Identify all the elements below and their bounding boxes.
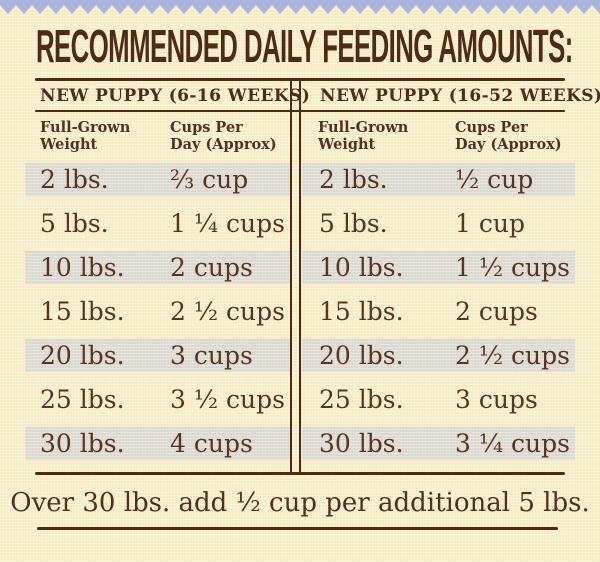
row-cell-group-left: 25 lbs. 3 ½ cups — [25, 383, 291, 416]
column-header-cups-right: Cups Per Day (Approx) — [455, 119, 562, 153]
weight-cell: 5 lbs. — [40, 209, 109, 238]
cups-cell: 2 cups — [455, 297, 538, 326]
row-cell-group-right: 10 lbs. 1 ½ cups — [302, 251, 575, 284]
cups-cell: 2 ½ cups — [455, 341, 570, 370]
table-row: 10 lbs. 2 cups 10 lbs. 1 ½ cups — [25, 251, 575, 284]
row-cell-group-right: 30 lbs. 3 ¼ cups — [302, 427, 575, 460]
weight-cell: 25 lbs. — [40, 385, 125, 414]
table-row: 5 lbs. 1 ¼ cups 5 lbs. 1 cup — [25, 207, 575, 240]
weight-cell: 20 lbs. — [319, 341, 404, 370]
row-cell-group-right: 2 lbs. ½ cup — [302, 163, 575, 196]
row-cell-group-left: 10 lbs. 2 cups — [25, 251, 291, 284]
column-header-line: Full-Grown — [318, 119, 409, 136]
weight-cell: 10 lbs. — [40, 253, 125, 282]
column-header-line: Day (Approx) — [455, 136, 562, 153]
row-cell-group-right: 15 lbs. 2 cups — [302, 295, 575, 328]
center-double-divider — [290, 78, 301, 475]
weight-cell: 25 lbs. — [319, 385, 404, 414]
weight-cell: 15 lbs. — [319, 297, 404, 326]
cups-cell: 2 cups — [170, 253, 253, 282]
feeding-table-rows: 2 lbs. ⅔ cup 2 lbs. ½ cup 5 lbs. 1 ¼ cup… — [25, 163, 575, 460]
weight-cell: 2 lbs. — [319, 165, 388, 194]
cups-cell: 3 cups — [455, 385, 538, 414]
column-header-weight-left: Full-Grown Weight — [40, 119, 130, 153]
column-header-cups-left: Cups Per Day (Approx) — [170, 119, 277, 153]
row-cell-group-right: 20 lbs. 2 ½ cups — [302, 339, 575, 372]
cups-cell: 2 ½ cups — [170, 297, 285, 326]
weight-cell: 2 lbs. — [40, 165, 109, 194]
table-row: 20 lbs. 3 cups 20 lbs. 2 ½ cups — [25, 339, 575, 372]
table-row: 2 lbs. ⅔ cup 2 lbs. ½ cup — [25, 163, 575, 196]
footer-rule — [37, 527, 558, 530]
column-header-weight-right: Full-Grown Weight — [318, 119, 408, 153]
row-cell-group-left: 30 lbs. 4 cups — [25, 427, 291, 460]
cups-cell: ½ cup — [455, 165, 534, 194]
zigzag-border — [0, 0, 600, 14]
weight-cell: 15 lbs. — [40, 297, 125, 326]
column-header-line: Cups Per — [455, 119, 528, 136]
weight-cell: 5 lbs. — [319, 209, 388, 238]
weight-cell: 10 lbs. — [319, 253, 404, 282]
column-header-line: Day (Approx) — [170, 136, 277, 153]
row-cell-group-right: 25 lbs. 3 cups — [302, 383, 575, 416]
row-cell-group-left: 15 lbs. 2 ½ cups — [25, 295, 291, 328]
column-header-line: Weight — [318, 136, 376, 153]
footer-note: Over 30 lbs. add ½ cup per additional 5 … — [10, 488, 590, 518]
cups-cell: ⅔ cup — [170, 165, 249, 194]
cups-cell: 3 ½ cups — [170, 385, 285, 414]
row-cell-group-left: 2 lbs. ⅔ cup — [25, 163, 291, 196]
column-header-line: Full-Grown — [40, 119, 131, 136]
table-bottom-rule — [35, 472, 565, 475]
column-header-line: Weight — [40, 136, 98, 153]
weight-cell: 30 lbs. — [319, 429, 404, 458]
cups-cell: 1 ½ cups — [455, 253, 570, 282]
weight-cell: 20 lbs. — [40, 341, 125, 370]
table-header-young-puppy: NEW PUPPY (6-16 WEEKS) — [40, 86, 311, 106]
cups-cell: 1 ¼ cups — [170, 209, 285, 238]
weight-cell: 30 lbs. — [40, 429, 125, 458]
row-cell-group-right: 5 lbs. 1 cup — [302, 207, 575, 240]
row-cell-group-left: 5 lbs. 1 ¼ cups — [25, 207, 291, 240]
page-title: RECOMMENDED DAILY FEEDING AMOUNTS: — [36, 20, 573, 72]
cups-cell: 4 cups — [170, 429, 253, 458]
cups-cell: 1 cup — [455, 209, 525, 238]
table-header-older-puppy: NEW PUPPY (16-52 WEEKS) — [320, 86, 600, 106]
row-cell-group-left: 20 lbs. 3 cups — [25, 339, 291, 372]
cups-cell: 3 ¼ cups — [455, 429, 570, 458]
column-header-line: Cups Per — [170, 119, 243, 136]
table-row: 30 lbs. 4 cups 30 lbs. 3 ¼ cups — [25, 427, 575, 460]
table-row: 25 lbs. 3 ½ cups 25 lbs. 3 cups — [25, 383, 575, 416]
table-row: 15 lbs. 2 ½ cups 15 lbs. 2 cups — [25, 295, 575, 328]
cups-cell: 3 cups — [170, 341, 253, 370]
